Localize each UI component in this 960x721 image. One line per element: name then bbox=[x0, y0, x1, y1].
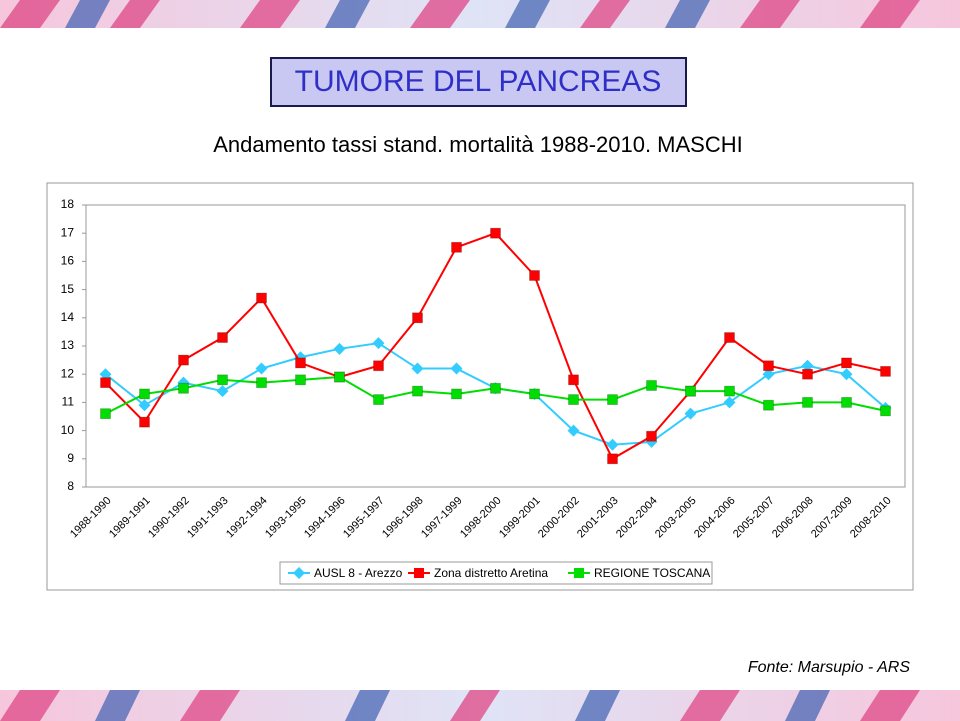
y-tick-label: 8 bbox=[67, 479, 74, 493]
slide-title: TUMORE DEL PANCREAS bbox=[295, 65, 662, 98]
legend-box bbox=[279, 561, 713, 585]
data-point bbox=[450, 362, 463, 375]
data-point bbox=[412, 312, 423, 324]
y-tick-label: 9 bbox=[67, 451, 74, 465]
legend-marker bbox=[414, 568, 424, 578]
data-point bbox=[178, 382, 189, 394]
data-point bbox=[529, 388, 540, 400]
data-point bbox=[568, 374, 579, 386]
data-point bbox=[100, 408, 111, 420]
data-point bbox=[724, 332, 735, 343]
data-point bbox=[529, 270, 540, 281]
legend-marker bbox=[574, 568, 584, 578]
data-point bbox=[217, 332, 228, 343]
data-point bbox=[646, 380, 657, 391]
data-point bbox=[607, 453, 618, 465]
data-point bbox=[217, 374, 228, 386]
bottom-banner bbox=[0, 690, 960, 721]
data-point bbox=[607, 394, 618, 405]
data-point bbox=[684, 407, 697, 420]
data-point bbox=[256, 292, 267, 304]
data-point bbox=[763, 399, 774, 411]
data-point bbox=[99, 368, 112, 381]
y-tick-label: 13 bbox=[61, 338, 75, 352]
data-point bbox=[295, 374, 306, 386]
data-point bbox=[451, 388, 462, 400]
data-point bbox=[373, 394, 384, 405]
data-point bbox=[763, 360, 774, 372]
y-tick-label: 15 bbox=[61, 282, 75, 296]
slide-subtitle: Andamento tassi stand. mortalità 1988-20… bbox=[213, 132, 743, 157]
data-point bbox=[138, 399, 151, 412]
data-point bbox=[568, 394, 579, 405]
data-point bbox=[841, 357, 852, 369]
data-point bbox=[372, 337, 385, 350]
data-point bbox=[724, 385, 735, 397]
legend-label: Zona distretto Aretina bbox=[434, 566, 548, 580]
data-point bbox=[256, 377, 267, 389]
data-point bbox=[216, 385, 229, 398]
title-box bbox=[270, 57, 687, 107]
data-point bbox=[490, 227, 501, 239]
legend-label: REGIONE TOSCANA bbox=[594, 566, 710, 580]
y-tick-label: 11 bbox=[62, 395, 75, 409]
source-note: Fonte: Marsupio - ARS bbox=[748, 659, 910, 676]
data-point bbox=[841, 396, 852, 408]
data-point bbox=[451, 241, 462, 253]
y-tick-label: 12 bbox=[61, 366, 75, 380]
y-tick-label: 14 bbox=[61, 310, 75, 324]
data-point bbox=[490, 382, 501, 394]
data-point bbox=[139, 388, 150, 400]
data-point bbox=[295, 357, 306, 369]
data-point bbox=[723, 396, 736, 409]
data-point bbox=[412, 385, 423, 397]
data-point bbox=[801, 359, 814, 372]
data-point bbox=[334, 371, 345, 383]
data-point bbox=[880, 365, 891, 377]
y-tick-label: 18 bbox=[61, 197, 75, 211]
data-point bbox=[178, 354, 189, 366]
data-point bbox=[646, 430, 657, 442]
data-point bbox=[802, 396, 813, 408]
data-point bbox=[567, 424, 580, 437]
data-point bbox=[373, 360, 384, 372]
data-point bbox=[606, 438, 619, 451]
data-point bbox=[100, 377, 111, 389]
legend-label: AUSL 8 - Arezzo bbox=[314, 566, 403, 580]
data-point bbox=[762, 368, 775, 381]
y-tick-label: 16 bbox=[61, 254, 75, 268]
data-point bbox=[255, 362, 268, 375]
y-tick-label: 10 bbox=[61, 423, 75, 437]
data-point bbox=[333, 342, 346, 355]
legend-marker bbox=[293, 567, 305, 579]
data-point bbox=[139, 416, 150, 428]
y-tick-label: 17 bbox=[61, 225, 75, 239]
data-point bbox=[685, 385, 696, 397]
data-point bbox=[802, 368, 813, 380]
top-banner bbox=[0, 0, 960, 28]
data-point bbox=[411, 362, 424, 375]
data-point bbox=[840, 368, 853, 381]
data-point bbox=[880, 405, 891, 417]
